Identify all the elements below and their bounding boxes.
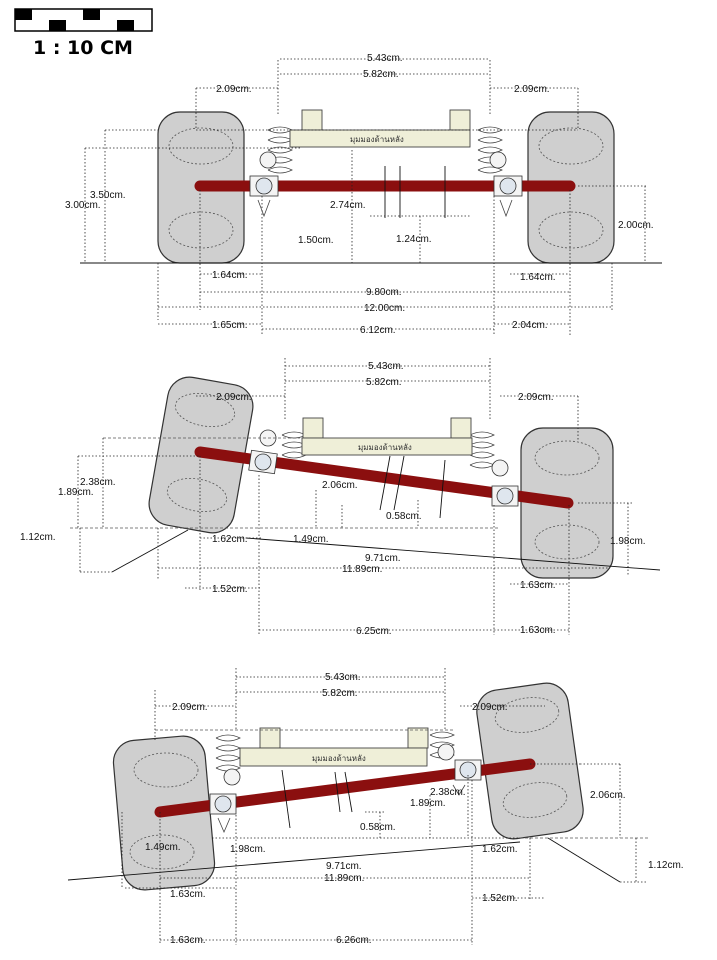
dim-1-12: 1.12cm. [648, 860, 684, 871]
dim-12-00: 12.00cm. [364, 303, 405, 314]
dim-0-58: 0.58cm. [360, 822, 396, 833]
frame-mount-right [449, 109, 471, 131]
dim-1-24: 1.24cm. [396, 234, 432, 245]
dim-5-43: 5.43cm. [325, 672, 361, 683]
dim-1-63-a: 1.63cm. [170, 889, 206, 900]
dim-2-09-right: 2.09cm. [514, 84, 550, 95]
dim-1-63-b: 1.63cm. [170, 935, 206, 946]
view-tilt-right-up: มุมมองด้านหลัง 5.43cm. 5.82 [67, 668, 684, 946]
dim-1-49: 1.49cm. [293, 534, 329, 545]
dim-2-38: 2.38cm. [80, 477, 116, 488]
dim-1-63-b: 1.63cm. [520, 625, 556, 636]
dim-9-71: 9.71cm. [326, 861, 362, 872]
dim-1-89: 1.89cm. [58, 487, 94, 498]
dim-2-09-left: 2.09cm. [216, 84, 252, 95]
dim-1-89: 1.89cm. [410, 798, 446, 809]
dim-2-09-right: 2.09cm. [518, 392, 554, 403]
dim-1-63-a: 1.63cm. [520, 580, 556, 591]
frame-mount-left [301, 109, 323, 131]
dim-1-50: 1.50cm. [298, 235, 334, 246]
dim-5-82: 5.82cm. [363, 69, 399, 80]
dim-2-06: 2.06cm. [322, 480, 358, 491]
dim-2-09-left: 2.09cm. [172, 702, 208, 713]
frame-crossmember [301, 437, 473, 456]
dim-5-82: 5.82cm. [366, 377, 402, 388]
dim-6-26: 6.26cm. [336, 935, 372, 946]
dim-5-82: 5.82cm. [322, 688, 358, 699]
dim-1-62: 1.62cm. [212, 534, 248, 545]
dim-0-58: 0.58cm. [386, 511, 422, 522]
frame-crossmember [289, 129, 471, 148]
dim-2-04: 2.04cm. [512, 320, 548, 331]
dim-3-50: 3.50cm. [90, 190, 126, 201]
dim-11-89: 11.89cm. [324, 873, 364, 884]
dim-2-06: 2.06cm. [590, 790, 626, 801]
dim-6-25: 6.25cm. [356, 626, 392, 637]
dim-1-65: 1.65cm. [212, 320, 248, 331]
view-tilt-left-down: มุมมองด้านหลัง 5.43cm. 5.82cm. [20, 358, 661, 637]
dim-1-98: 1.98cm. [230, 844, 266, 855]
dim-6-12: 6.12cm. [360, 325, 396, 336]
frame-crossmember [239, 747, 428, 767]
dim-1-52: 1.52cm. [482, 893, 518, 904]
dim-2-09-right: 2.09cm. [472, 702, 508, 713]
dim-5-43: 5.43cm. [367, 53, 403, 64]
dim-1-98: 1.98cm. [610, 536, 646, 547]
dim-11-89: 11.89cm. [342, 564, 382, 575]
dim-3-00: 3.00cm. [65, 200, 101, 211]
dim-1-64-right: 1.64cm. [520, 272, 556, 283]
dim-1-64-left: 1.64cm. [212, 270, 248, 281]
dim-5-43: 5.43cm. [368, 361, 404, 372]
frame-label: มุมมองด้านหลัง [350, 135, 404, 144]
dim-1-52: 1.52cm. [212, 584, 248, 595]
dim-1-62: 1.62cm. [482, 844, 518, 855]
scale-bar: 1 : 10 CM [14, 8, 153, 59]
view-level: มุมมองด้านหลัง 5.43cm. [65, 53, 662, 336]
frame-label: มุมมองด้านหลัง [358, 443, 412, 452]
dim-2-00: 2.00cm. [618, 220, 654, 231]
scale-label: 1 : 10 CM [33, 37, 133, 59]
dim-2-09-left: 2.09cm. [216, 392, 252, 403]
dim-2-74: 2.74cm. [330, 200, 366, 211]
dim-2-38: 2.38cm. [430, 787, 466, 798]
dim-1-12: 1.12cm. [20, 532, 56, 543]
dim-9-71: 9.71cm. [365, 553, 401, 564]
frame-label: มุมมองด้านหลัง [312, 754, 366, 763]
dim-9-80: 9.80cm. [366, 287, 402, 298]
dim-1-49: 1.49cm. [145, 842, 181, 853]
